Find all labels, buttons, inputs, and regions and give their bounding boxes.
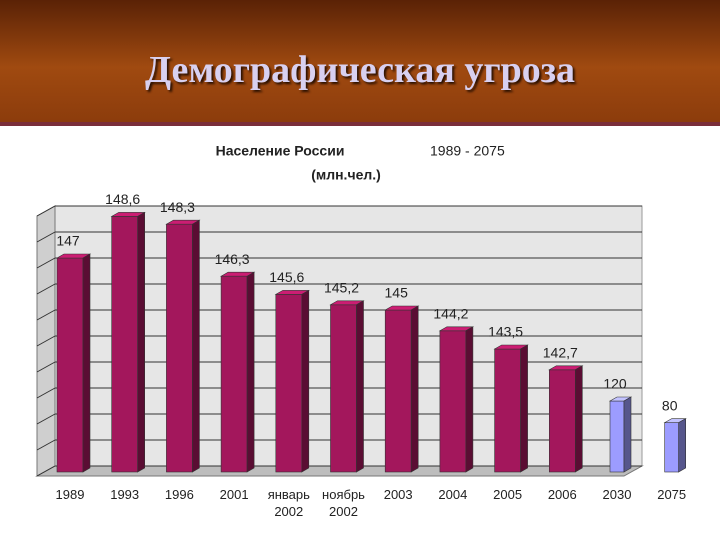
grid-line-side <box>36 387 56 399</box>
grid-line-side <box>36 205 56 217</box>
bar-side <box>82 253 91 473</box>
x-tick-label: 2001 <box>219 487 249 502</box>
chart-subtitle: (млн.чел.) <box>311 167 381 183</box>
header: Демографическая угроза <box>0 0 720 126</box>
bar-side <box>137 211 145 473</box>
bar <box>220 275 248 473</box>
grid-line-side <box>36 283 56 295</box>
value-label: 146,3 <box>215 251 250 267</box>
x-tick-label: январь 2002 <box>267 487 310 519</box>
value-label: 148,6 <box>105 191 140 207</box>
x-tick-label: ноябрь 2002 <box>322 487 365 519</box>
bar-side <box>301 289 310 473</box>
bar-side <box>574 365 583 473</box>
bar-side <box>623 396 632 473</box>
grid-line-side <box>36 231 56 243</box>
grid-line-side <box>36 257 56 269</box>
bar-side <box>192 219 200 473</box>
x-tick-label: 2075 <box>657 487 687 502</box>
slide-title: Демографическая угроза <box>144 49 576 91</box>
bar-side <box>465 326 474 473</box>
x-tick-label: 1993 <box>110 487 140 502</box>
grid-line-side <box>36 335 56 347</box>
value-label: 144,2 <box>433 306 468 322</box>
bar <box>166 223 193 473</box>
bar-side <box>410 305 419 473</box>
bar <box>664 422 680 473</box>
bar-side <box>246 271 255 473</box>
bar-side <box>356 300 364 473</box>
bar <box>330 304 357 473</box>
value-label: 120 <box>603 376 627 392</box>
chart-title: Население России <box>216 143 345 159</box>
grid-line-side <box>36 309 56 321</box>
value-label: 145,6 <box>269 269 304 285</box>
x-tick-label: 2006 <box>547 487 577 502</box>
bar-side <box>520 344 528 473</box>
bar <box>384 309 412 473</box>
value-label: 80 <box>662 397 678 413</box>
bar <box>439 330 467 473</box>
grid-line-side <box>36 439 56 451</box>
bar <box>494 348 521 473</box>
bar <box>275 294 303 473</box>
x-tick-label: 2003 <box>383 487 413 502</box>
value-label: 148,3 <box>160 199 195 215</box>
bar <box>111 216 138 473</box>
x-tick-label: 2030 <box>602 487 632 502</box>
grid-line-side <box>36 361 56 373</box>
x-tick-label: 2005 <box>493 487 523 502</box>
bar-side <box>678 418 687 473</box>
x-tick-label: 1996 <box>164 487 194 502</box>
x-tick-label: 1989 <box>55 487 85 502</box>
x-tick-label: 2004 <box>438 487 468 502</box>
bar <box>609 400 625 473</box>
value-label: 142,7 <box>543 345 578 361</box>
grid-line-side <box>36 465 56 477</box>
value-label: 145,2 <box>324 280 359 296</box>
value-label: 147 <box>56 233 80 249</box>
grid-line-side <box>36 413 56 425</box>
value-label: 143,5 <box>488 324 523 340</box>
bar <box>56 257 84 473</box>
value-label: 145 <box>385 285 409 301</box>
chart-years: 1989 - 2075 <box>430 143 505 159</box>
bar <box>548 369 576 473</box>
